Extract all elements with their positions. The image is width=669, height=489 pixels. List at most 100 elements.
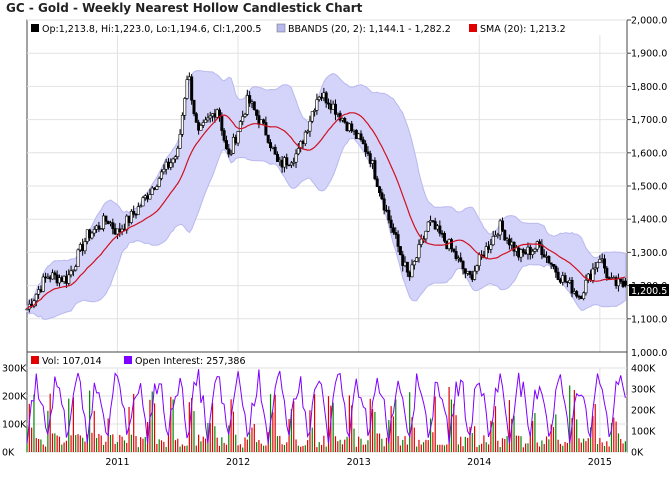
candle-body — [90, 232, 94, 239]
price-tick-label: 1,300.0 — [631, 248, 667, 259]
candle-body — [308, 120, 312, 132]
candle-body — [584, 279, 588, 294]
candle-body — [111, 222, 115, 229]
bbands-legend: BBANDS (20, 2): 1,144.1 - 1,282.2 — [288, 24, 451, 35]
candle-body — [185, 79, 189, 99]
candle-body — [67, 274, 71, 284]
x-axis-labels: 2011 2012 2013 2014 2015 — [105, 457, 612, 468]
candle-body — [150, 187, 154, 195]
candle-body — [477, 254, 481, 267]
candles — [25, 72, 627, 313]
candle-body — [74, 266, 78, 271]
candle-body — [53, 272, 57, 276]
candle-body — [136, 206, 140, 215]
candle-body — [547, 256, 551, 264]
candle-body — [306, 130, 310, 133]
candle-body — [424, 230, 428, 240]
candle-body — [426, 221, 430, 232]
vol-swatch — [31, 356, 39, 364]
candle-body — [294, 153, 298, 163]
candle-body — [452, 248, 456, 252]
x-tick-label: 2011 — [105, 457, 129, 468]
price-tick-label: 1,800.0 — [631, 82, 667, 93]
candle-body — [315, 99, 319, 111]
candle-body — [220, 116, 224, 131]
price-tick-label: 2,000.0 — [631, 16, 667, 27]
candle-body — [449, 239, 453, 250]
candle-body — [405, 261, 409, 273]
candle-body — [496, 234, 500, 237]
sma-legend: SMA (20): 1,213.2 — [480, 24, 566, 35]
candle-body — [41, 276, 45, 292]
candle-body — [396, 234, 400, 247]
price-tick-label: 1,600.0 — [631, 148, 667, 159]
candle-body — [575, 291, 579, 297]
candle-body — [218, 109, 222, 117]
candle-body — [500, 220, 504, 231]
candle-body — [34, 293, 38, 302]
candle-body — [69, 270, 73, 276]
candle-body — [180, 114, 184, 135]
candle-body — [243, 114, 247, 117]
candle-body — [596, 262, 600, 269]
candle-body — [570, 279, 574, 294]
candle-body — [475, 265, 479, 272]
candle-body — [173, 156, 177, 160]
candle-body — [593, 267, 597, 270]
candle-body — [160, 171, 164, 179]
sma-swatch — [469, 24, 477, 32]
candle-body — [299, 141, 303, 149]
candle-body — [398, 246, 402, 256]
candle-body — [201, 122, 205, 126]
sma-line — [26, 112, 626, 310]
candle-body — [51, 272, 55, 280]
candle-body — [248, 95, 252, 104]
candle-body — [155, 186, 159, 190]
candle-body — [438, 225, 442, 234]
candle-body — [542, 254, 546, 258]
oi-swatch — [124, 356, 132, 364]
candle-body — [194, 113, 198, 123]
candle-body — [327, 102, 331, 105]
ohlc-legend: Op:1,213.8, Hi:1,223.0, Lo:1,194.6, Cl:1… — [42, 24, 261, 35]
vol-legend: Vol: 107,014 — [42, 356, 102, 367]
candle-body — [554, 266, 558, 273]
candle-body — [380, 192, 384, 200]
candle-body — [361, 139, 365, 145]
candle-body — [366, 151, 370, 154]
candle-body — [603, 258, 607, 269]
candle-body — [241, 116, 245, 122]
candle-body — [252, 101, 256, 111]
candle-body — [132, 210, 136, 215]
price-tick-label: 1,400.0 — [631, 215, 667, 226]
candle-body — [556, 271, 560, 280]
candle-body — [171, 158, 175, 164]
candle-body — [533, 248, 537, 252]
candle-body — [176, 148, 180, 157]
candle-body — [333, 103, 337, 115]
candle-body — [238, 121, 242, 132]
oi-tick-label: 400K — [631, 364, 656, 375]
candle-body — [468, 271, 472, 275]
candle-body — [129, 210, 133, 223]
candle-body — [204, 119, 208, 123]
candle-body — [512, 241, 516, 252]
candle-body — [169, 162, 173, 168]
candle-body — [433, 221, 437, 230]
candle-body — [285, 157, 289, 166]
candle-body — [391, 227, 395, 233]
ohlc-swatch — [31, 24, 39, 32]
candle-body — [528, 246, 532, 255]
last-price-box — [629, 284, 669, 296]
candle-body — [76, 249, 80, 267]
candle-body — [37, 289, 41, 295]
candle-body — [289, 162, 293, 166]
volume-tick-label: 300K — [2, 364, 27, 375]
candle-body — [417, 244, 421, 259]
candle-body — [461, 260, 465, 270]
volume-left-axis: 300K 200K 100K 0K — [2, 364, 27, 459]
candle-body — [343, 118, 347, 123]
candle-body — [389, 219, 393, 229]
candle-body — [222, 130, 226, 141]
candle-body — [99, 228, 103, 230]
